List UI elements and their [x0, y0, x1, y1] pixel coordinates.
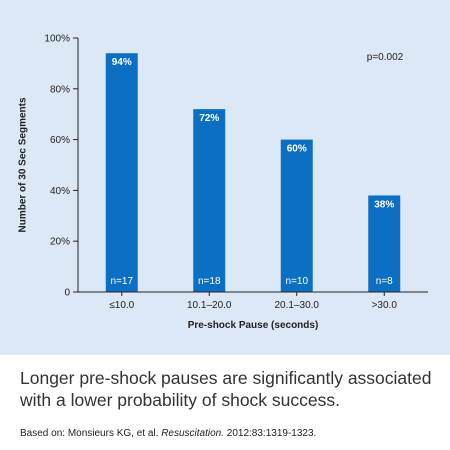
bar-n-label: n=18 — [198, 276, 221, 287]
x-axis-label: Pre-shock Pause (seconds) — [188, 320, 319, 331]
bar — [368, 195, 401, 292]
y-tick-label: 40% — [50, 186, 70, 197]
bar-value-label: 72% — [199, 113, 219, 124]
x-tick-label: 20.1–30.0 — [275, 300, 320, 311]
bar — [280, 139, 313, 292]
x-tick-label: ≤10.0 — [109, 300, 134, 311]
y-axis-label: Number of 30 Sec Segments — [18, 97, 29, 232]
y-tick-label: 80% — [50, 84, 70, 95]
bar-n-label: n=10 — [285, 276, 308, 287]
bar — [193, 109, 226, 293]
bars: 94% n=17 72% n=18 60% n=10 38% n=8 — [105, 53, 401, 293]
bar — [105, 53, 138, 292]
bar-value-label: 60% — [287, 144, 307, 155]
chart-panel: 0 20% 40% 60% 80% 100% 94% n=17 72% n=18 60% n=10 3… — [0, 0, 450, 355]
y-tick-label: 0 — [64, 288, 70, 299]
citation-suffix: 2012:83:1319-1323. — [224, 428, 317, 439]
citation-prefix: Based on: Monsieurs KG, et al. — [20, 428, 162, 439]
citation: Based on: Monsieurs KG, et al. Resuscita… — [20, 428, 440, 439]
citation-journal: Resuscitation. — [161, 428, 224, 439]
p-value-annotation: p=0.002 — [367, 52, 404, 63]
bar-value-label: 94% — [112, 57, 132, 68]
bar-n-label: n=8 — [376, 276, 393, 287]
bar-chart: 0 20% 40% 60% 80% 100% 94% n=17 72% n=18 60% n=10 3… — [18, 34, 428, 331]
x-axis-ticks: ≤10.0 10.1–20.0 20.1–30.0 >30.0 — [109, 292, 397, 311]
y-tick-label: 20% — [50, 237, 70, 248]
bar-n-label: n=17 — [110, 276, 133, 287]
caption: Longer pre-shock pauses are significantl… — [20, 368, 432, 410]
y-tick-label: 100% — [44, 34, 70, 45]
x-tick-label: 10.1–20.0 — [187, 300, 232, 311]
y-tick-label: 60% — [50, 135, 70, 146]
bar-value-label: 38% — [374, 199, 394, 210]
y-axis-ticks: 0 20% 40% 60% 80% 100% — [44, 34, 78, 299]
x-tick-label: >30.0 — [372, 300, 398, 311]
